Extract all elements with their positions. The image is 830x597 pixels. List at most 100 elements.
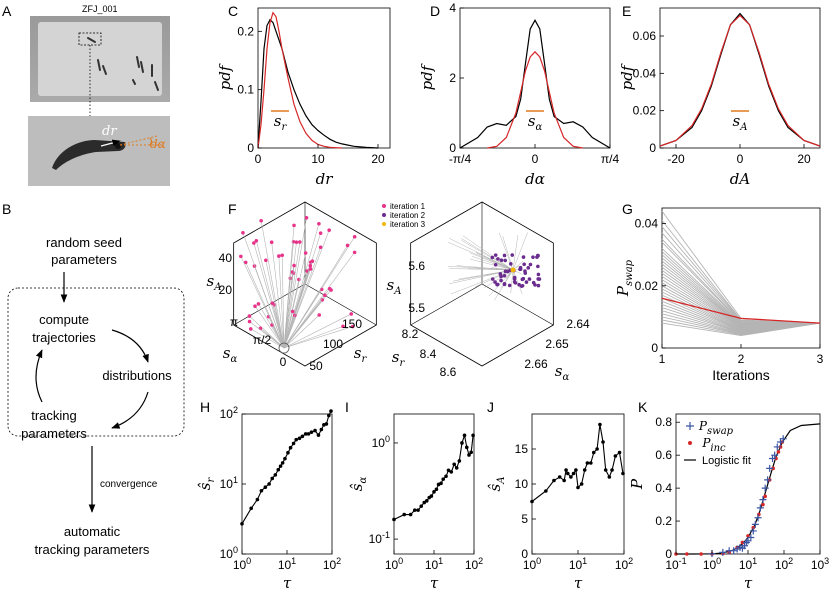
iteration-1-point	[318, 231, 323, 235]
y-axis-label: sr	[354, 344, 368, 365]
cube-outline	[233, 201, 377, 367]
panel-label-k: K	[638, 399, 648, 415]
data-point	[544, 489, 548, 493]
x-tick-label: 102	[775, 556, 793, 572]
p-inc-point	[685, 552, 689, 556]
y-axis-label: Pswap	[614, 259, 635, 297]
y-tick-label: 0.4	[655, 481, 672, 495]
panel-label-f: F	[228, 201, 237, 217]
data-point	[392, 517, 396, 522]
iteration-2-point	[522, 262, 526, 267]
iteration-1-point	[323, 293, 327, 298]
legend-label: iteration 3	[390, 220, 426, 229]
data-point	[603, 468, 608, 472]
convergence-line	[283, 225, 295, 349]
iteration-2-point	[521, 255, 526, 259]
tank-floor	[38, 22, 162, 96]
iteration-2-point	[499, 278, 503, 283]
convergence-line	[250, 328, 285, 349]
convergence-line	[240, 256, 285, 349]
x-tick-label: 20	[797, 152, 811, 166]
iteration-3-point	[510, 267, 516, 273]
y-tick-label: 2.66	[524, 357, 548, 371]
x-tick-label: 20	[371, 152, 385, 166]
convergence-line	[283, 314, 320, 349]
p-swap-point	[761, 484, 769, 492]
y-tick-label: 0.02	[635, 279, 659, 293]
convergence-line	[283, 326, 344, 349]
p-swap-point	[749, 527, 757, 535]
x-tick-label: 3	[817, 352, 824, 366]
data-point	[280, 461, 285, 465]
x-tick-label: 102	[465, 556, 483, 572]
data-point	[297, 436, 302, 441]
y-tick-label: 0	[521, 547, 528, 561]
edge-convergence: convergence	[100, 479, 158, 490]
iteration-2-point	[536, 264, 540, 269]
iteration-1-point	[253, 304, 257, 309]
iteration-2-point	[526, 266, 531, 270]
p-inc-point	[746, 534, 750, 538]
data-point	[434, 487, 439, 492]
x-axis-label: sr	[392, 348, 406, 369]
dalpha-arc	[149, 137, 153, 146]
series-fit	[257, 11, 343, 149]
convergence-line	[475, 252, 514, 271]
data-point	[452, 462, 457, 467]
iteration-1-point	[280, 253, 285, 258]
x-tick-label: 101	[739, 556, 757, 572]
convergence-line	[272, 303, 285, 349]
plot-frame	[257, 7, 391, 149]
annotation-label: sr	[274, 112, 288, 133]
data-point	[457, 459, 462, 463]
y-tick-label: 2.65	[545, 337, 569, 351]
y-tick-label: 15	[515, 442, 529, 456]
convergence-line	[254, 306, 285, 349]
y-tick-label: 100	[372, 434, 390, 450]
fish-body	[52, 140, 126, 170]
chart-k: 10-1 100 101 102 103 0 0.2 0.4 0.6 0.8 τ P PswapPinc…	[628, 413, 829, 592]
y-tick-label: 0.2	[237, 24, 254, 38]
y-tick-label: 0	[665, 547, 672, 561]
iteration-1-point	[345, 243, 350, 248]
convergence-line	[281, 255, 285, 349]
y-axis-label: ŝα	[348, 477, 369, 492]
plot-frame	[393, 413, 475, 555]
data-point	[313, 428, 317, 433]
p-swap-point	[771, 451, 779, 459]
z-tick-label: 20	[219, 283, 233, 297]
chart-i: 100 101 102 10-1 100 τ ŝα	[348, 413, 483, 592]
iteration-2-point	[493, 253, 498, 257]
x-tick-label: 103	[811, 556, 829, 572]
x-tick-label: 1	[659, 352, 666, 366]
data-point	[582, 468, 587, 472]
convergence-line	[265, 260, 285, 349]
convergence-line	[283, 245, 348, 349]
x-tick-label: 0	[737, 152, 744, 166]
legend-marker	[382, 222, 386, 226]
z-axis-label: sA	[387, 276, 402, 297]
convergence-line	[283, 252, 355, 349]
convergence-line	[500, 269, 514, 289]
iteration-2-point	[490, 277, 495, 281]
node-tracking-2: parameters	[21, 426, 87, 441]
y-tick-label: 0.8	[655, 415, 672, 429]
p-inc-point	[740, 540, 745, 545]
node-tracking: tracking	[31, 408, 77, 423]
convergence-line	[283, 223, 320, 349]
convergence-line	[249, 315, 285, 349]
convergence-line	[283, 265, 295, 349]
iteration-1-point	[252, 241, 256, 245]
iteration-1-point	[256, 302, 261, 306]
data-point	[446, 468, 451, 473]
series-empirical	[659, 12, 821, 147]
node-random-seed: random seed	[46, 235, 122, 250]
y-axis-label: pdf	[216, 63, 234, 90]
data-point	[571, 471, 576, 476]
series-empirical	[257, 18, 379, 149]
p-swap-point	[766, 464, 774, 472]
data-point	[449, 470, 454, 474]
data-point	[300, 434, 305, 439]
